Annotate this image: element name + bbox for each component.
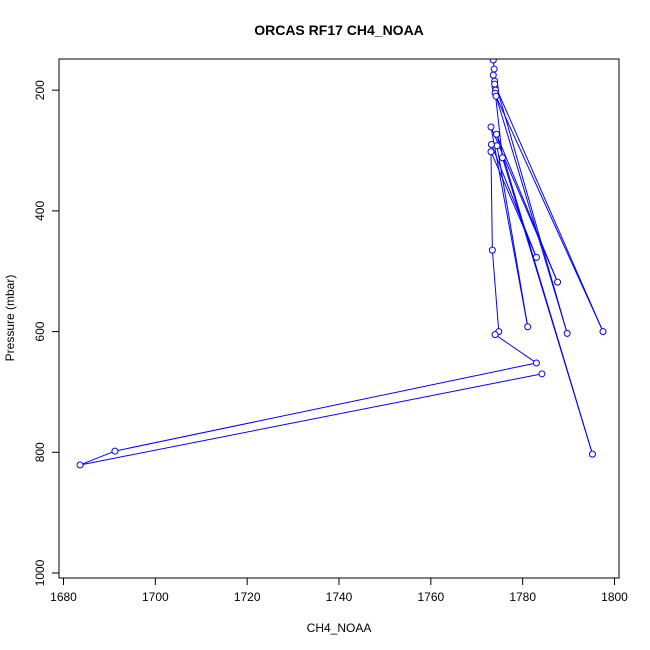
y-tick-label: 600: [33, 321, 47, 341]
x-axis-title: CH4_NOAA: [307, 621, 372, 635]
data-point: [588, 450, 596, 458]
data-point: [492, 92, 500, 100]
x-tick-label: 1720: [234, 590, 261, 604]
series-line-segment: [490, 144, 537, 258]
data-point: [491, 331, 499, 339]
y-tick-label: 200: [33, 80, 47, 100]
y-tick-label: 400: [33, 201, 47, 221]
series-line-segment: [491, 250, 500, 332]
x-tick-label: 1800: [601, 590, 628, 604]
chart-title: ORCAS RF17 CH4_NOAA: [254, 22, 424, 38]
x-tick-label: 1680: [50, 590, 77, 604]
y-axis: 200 400 600 800 1000: [33, 80, 60, 586]
series-line-segment: [114, 362, 537, 452]
data-point: [489, 71, 497, 79]
data-point: [488, 246, 496, 254]
series-line-segment: [490, 151, 537, 258]
data-point: [498, 154, 506, 162]
series-line-segment: [492, 74, 568, 334]
data-point: [493, 142, 501, 150]
series-line-segment: [494, 334, 537, 364]
data-point: [487, 123, 495, 131]
data-point: [76, 461, 84, 469]
series-line-segment: [490, 151, 493, 251]
y-tick-label: 800: [33, 442, 47, 462]
data-point: [599, 328, 607, 336]
series-line-segment: [490, 126, 559, 283]
series-line-segment: [496, 134, 593, 455]
data-point: [487, 140, 495, 148]
data-point: [111, 447, 119, 455]
series-line-segment: [79, 450, 116, 466]
plot-area: [76, 59, 607, 469]
data-point: [490, 65, 498, 73]
data-point: [554, 278, 562, 286]
y-tick-label: 1000: [33, 559, 47, 586]
data-point: [532, 253, 540, 261]
series-line-segment: [79, 373, 543, 466]
x-tick-label: 1760: [417, 590, 444, 604]
data-point: [538, 370, 546, 378]
series-line-segment: [494, 83, 604, 332]
x-tick-label: 1700: [142, 590, 169, 604]
data-point: [489, 59, 497, 64]
y-axis-title: Pressure (mbar): [3, 275, 17, 362]
x-axis: 1680 1700 1720 1740 1760 1780 1800: [50, 577, 628, 604]
data-point: [487, 148, 495, 156]
data-point: [563, 329, 571, 337]
data-point: [492, 130, 500, 138]
data-point: [532, 359, 540, 367]
series-line-segment: [495, 96, 604, 332]
series-line-segment: [496, 145, 529, 327]
series-line-segment: [495, 96, 568, 334]
data-point: [491, 80, 499, 88]
x-tick-label: 1740: [326, 590, 353, 604]
data-point: [524, 323, 532, 331]
x-tick-label: 1780: [509, 590, 536, 604]
